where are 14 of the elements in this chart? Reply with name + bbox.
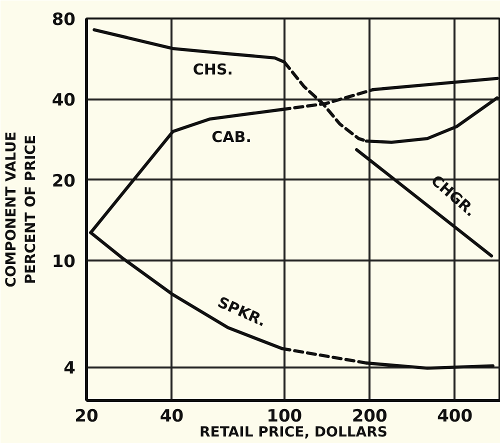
- x-tick-label: 100: [266, 406, 302, 426]
- y-tick-label: 4: [64, 358, 76, 379]
- y-tick-label: 10: [52, 252, 76, 272]
- y-axis-title: COMPONENT VALUE PERCENT OF PRICE: [4, 132, 39, 288]
- series-label: CHS.: [192, 60, 234, 79]
- x-tick-label: 40: [160, 406, 184, 426]
- series-label: CAB.: [212, 128, 252, 146]
- y-tick-label: 40: [52, 90, 76, 111]
- x-axis-title: RETAIL PRICE, DOLLARS: [200, 424, 388, 440]
- y-tick-label: 20: [52, 171, 76, 192]
- x-tick-label: 20: [74, 406, 98, 426]
- x-tick-label: 400: [437, 406, 473, 426]
- y-tick-label: 80: [52, 10, 76, 30]
- x-tick-label: 200: [352, 406, 388, 426]
